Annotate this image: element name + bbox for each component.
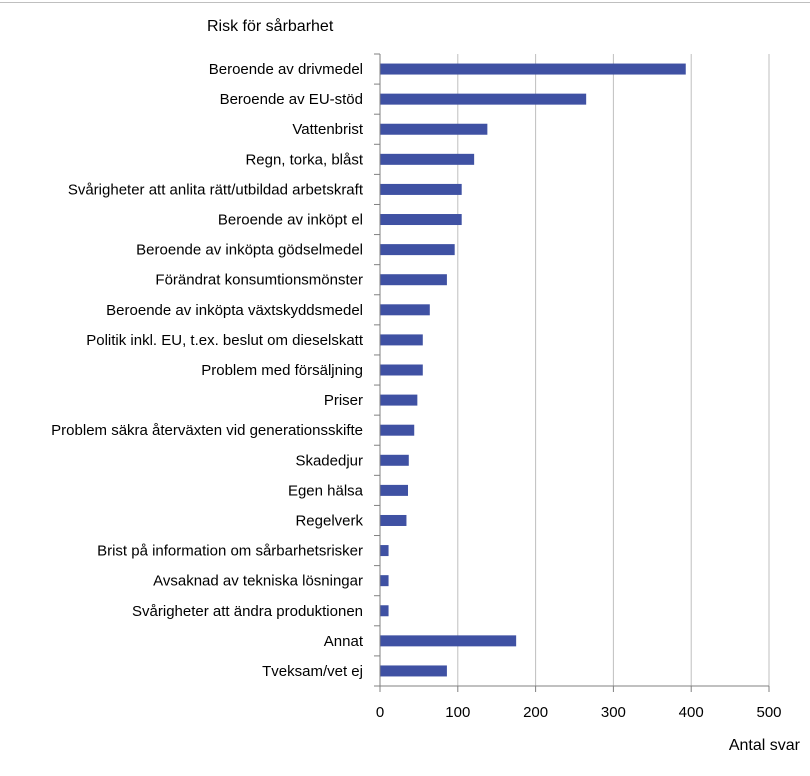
category-label: Beroende av inköpta växtskyddsmedel <box>106 302 363 319</box>
category-label: Beroende av inköpta gödselmedel <box>136 242 363 259</box>
x-tick-label: 300 <box>601 704 626 721</box>
category-label: Beroende av EU-stöd <box>220 91 363 108</box>
category-label: Problem säkra återväxten vid generations… <box>51 422 363 439</box>
x-tick-label: 500 <box>756 704 781 721</box>
x-tick-label: 0 <box>376 704 384 721</box>
category-label: Svårigheter att ändra produktionen <box>132 603 363 620</box>
category-label: Vattenbrist <box>292 121 363 138</box>
bar <box>380 183 462 195</box>
bar <box>380 63 686 75</box>
category-label: Egen hälsa <box>288 482 364 499</box>
category-label: Avsaknad av tekniska lösningar <box>153 573 363 590</box>
category-label: Tveksam/vet ej <box>262 663 363 680</box>
category-label: Beroende av inköpt el <box>218 212 363 229</box>
bar <box>380 635 517 647</box>
bar <box>380 93 587 105</box>
bar <box>380 334 423 346</box>
category-label: Problem med försäljning <box>201 362 363 379</box>
bar <box>380 665 447 677</box>
bar <box>380 123 488 135</box>
x-tick-label: 400 <box>679 704 704 721</box>
bar <box>380 424 415 436</box>
category-label: Förändrat konsumtionsmönster <box>155 272 363 289</box>
bar <box>380 244 455 256</box>
category-labels: Beroende av drivmedel Beroende av EU-stöd… <box>51 61 364 680</box>
category-label: Priser <box>324 392 363 409</box>
category-label: Skadedjur <box>295 452 363 469</box>
bar <box>380 575 389 587</box>
chart-title: Risk för sårbarhet <box>207 17 334 35</box>
gridlines <box>457 54 770 686</box>
category-label: Annat <box>324 633 364 650</box>
bar <box>380 304 430 316</box>
bar <box>380 364 423 376</box>
category-label: Beroende av drivmedel <box>209 61 363 78</box>
bars <box>380 63 686 677</box>
top-border-line <box>0 2 810 3</box>
x-axis-label: Antal svar <box>729 737 801 754</box>
x-tick-labels: 0 100 200 300 400 500 <box>376 704 782 721</box>
bar <box>380 274 447 286</box>
category-label: Politik inkl. EU, t.ex. beslut om diesel… <box>86 332 364 349</box>
bar <box>380 153 475 165</box>
category-label: Brist på information om sårbarhetsrisker <box>97 543 363 560</box>
bar <box>380 454 409 466</box>
x-tick-label: 100 <box>445 704 470 721</box>
category-label: Regn, torka, blåst <box>245 151 363 168</box>
bar <box>380 394 418 406</box>
bar <box>380 514 407 526</box>
bar <box>380 214 462 226</box>
bar <box>380 484 409 496</box>
category-label: Svårigheter att anlita rätt/utbildad arb… <box>68 181 364 198</box>
x-tick-label: 200 <box>523 704 548 721</box>
bar <box>380 605 389 617</box>
axes <box>374 53 770 692</box>
category-label: Regelverk <box>295 512 363 529</box>
bar <box>380 545 389 557</box>
